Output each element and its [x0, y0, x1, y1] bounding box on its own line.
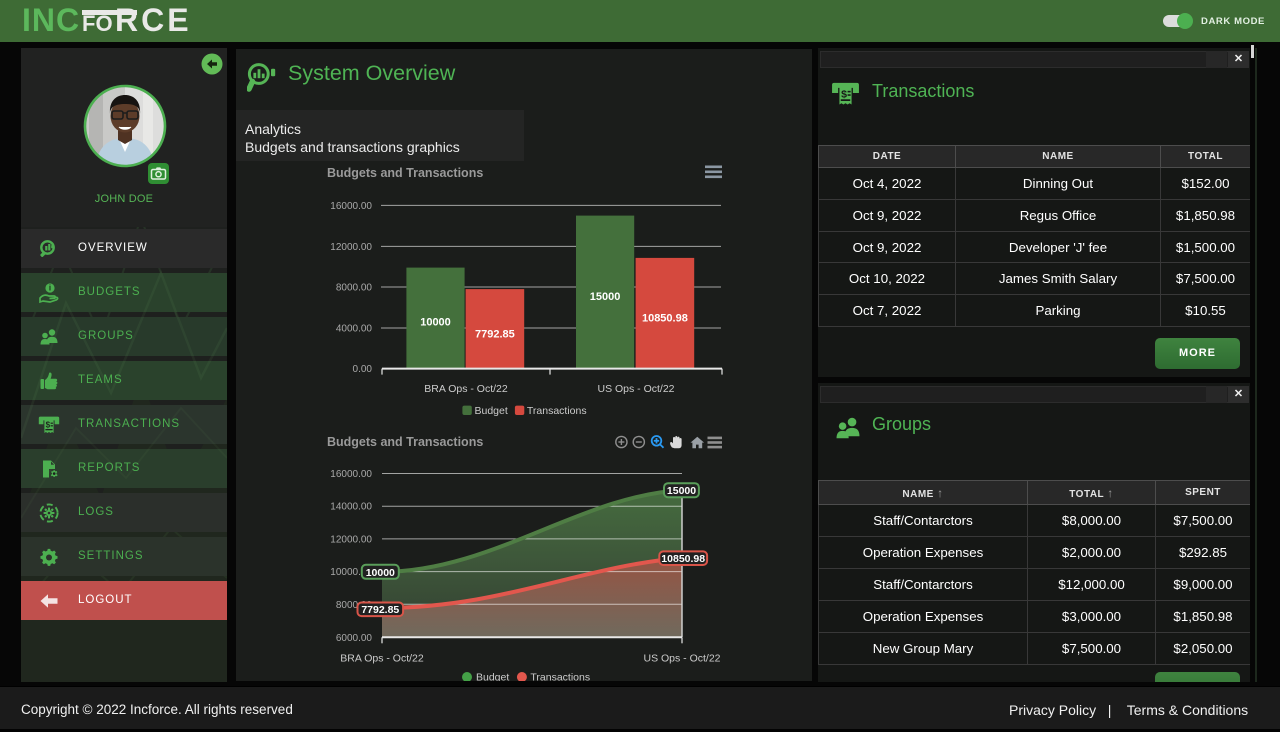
- svg-text:10850.98: 10850.98: [661, 553, 705, 565]
- svg-text:Transactions: Transactions: [530, 672, 590, 682]
- svg-text:Budget: Budget: [476, 672, 509, 682]
- svg-text:12000.00: 12000.00: [330, 534, 372, 545]
- svg-text:16000.00: 16000.00: [330, 201, 372, 212]
- svg-text:10000: 10000: [420, 317, 451, 329]
- svg-text:15000: 15000: [667, 485, 696, 497]
- svg-text:8000.00: 8000.00: [336, 600, 373, 611]
- svg-text:Budgets and Transactions: Budgets and Transactions: [327, 166, 483, 180]
- svg-text:7792.85: 7792.85: [361, 604, 399, 616]
- svg-text:10000.00: 10000.00: [330, 567, 372, 578]
- svg-text:10000: 10000: [366, 567, 395, 579]
- svg-text:i: i: [49, 284, 51, 293]
- svg-text:7792.85: 7792.85: [475, 329, 515, 341]
- svg-text:6000.00: 6000.00: [336, 633, 373, 644]
- svg-text:US Ops - Oct/22: US Ops - Oct/22: [597, 383, 674, 395]
- svg-text:Budgets and Transactions: Budgets and Transactions: [327, 435, 483, 449]
- svg-text:10850.98: 10850.98: [642, 313, 688, 325]
- svg-text:Budget: Budget: [475, 405, 508, 417]
- svg-text:BRA Ops - Oct/22: BRA Ops - Oct/22: [424, 383, 508, 395]
- svg-text:0.00: 0.00: [353, 364, 373, 375]
- svg-text:Transactions: Transactions: [527, 405, 587, 417]
- svg-text:US Ops - Oct/22: US Ops - Oct/22: [643, 653, 720, 665]
- svg-text:$: $: [46, 421, 51, 430]
- svg-text:14000.00: 14000.00: [330, 502, 372, 513]
- svg-text:4000.00: 4000.00: [336, 324, 373, 335]
- svg-text:BRA Ops - Oct/22: BRA Ops - Oct/22: [340, 653, 424, 665]
- svg-text:$: $: [841, 89, 847, 101]
- svg-text:16000.00: 16000.00: [330, 469, 372, 480]
- svg-text:8000.00: 8000.00: [336, 283, 373, 294]
- svg-text:12000.00: 12000.00: [330, 242, 372, 253]
- svg-text:15000: 15000: [590, 291, 621, 303]
